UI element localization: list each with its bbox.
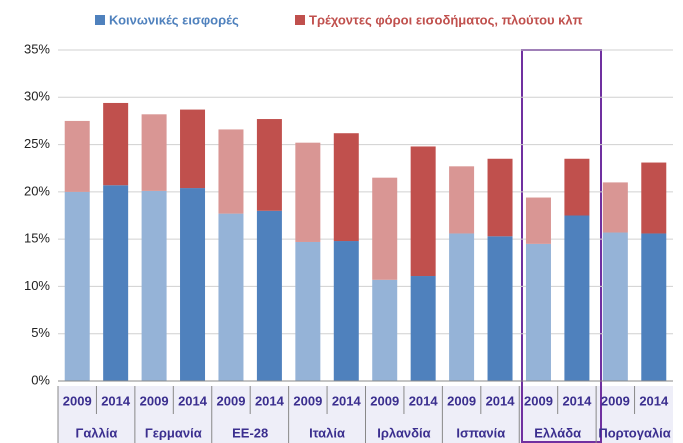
bar-segment — [256, 210, 282, 381]
group-label: Γαλλία — [76, 425, 118, 440]
bar-segment — [602, 232, 628, 381]
x-tick-label: 2014 — [486, 393, 516, 408]
group-label: Ισπανία — [456, 425, 505, 440]
bar-segment — [641, 162, 667, 234]
x-tick-label: 2009 — [447, 393, 476, 408]
bar-segment — [218, 129, 244, 214]
group-label: ΕΕ-28 — [232, 425, 268, 440]
legend-label: Τρέχοντες φόροι εισοδήματος, πλούτου κλπ — [309, 12, 583, 27]
bar-segment — [64, 120, 90, 192]
y-tick-label: 5% — [31, 325, 50, 340]
group-label: Πορτογαλία — [598, 425, 670, 440]
bar-segment — [564, 158, 590, 216]
bar-segment — [64, 191, 90, 381]
x-tick-label: 2009 — [601, 393, 630, 408]
bar-segment — [180, 109, 206, 189]
bar-segment — [564, 215, 590, 381]
bar-segment — [487, 158, 513, 237]
x-tick-label: 2014 — [562, 393, 592, 408]
bar-segment — [372, 177, 398, 280]
x-tick-label: 2014 — [178, 393, 208, 408]
x-tick-label: 2014 — [332, 393, 362, 408]
bar-segment — [295, 142, 321, 242]
legend-swatch — [95, 15, 105, 25]
bar-segment — [180, 188, 206, 381]
y-tick-label: 15% — [24, 231, 50, 246]
legend-swatch — [295, 15, 305, 25]
x-tick-label: 2009 — [293, 393, 322, 408]
x-tick-label: 2014 — [255, 393, 285, 408]
bar-segment — [410, 276, 436, 381]
bar-segment — [333, 133, 359, 242]
bar-segment — [333, 241, 359, 381]
bar-segment — [103, 185, 129, 381]
group-label: Ιταλία — [309, 425, 345, 440]
bar-segment — [487, 236, 513, 381]
bar-segment — [103, 102, 129, 186]
bar-segment — [602, 182, 628, 233]
group-label: Ιρλανδία — [377, 425, 430, 440]
x-tick-label: 2009 — [524, 393, 553, 408]
group-label: Ελλάδα — [534, 425, 581, 440]
bar-segment — [449, 166, 475, 234]
y-tick-label: 10% — [24, 278, 50, 293]
x-tick-label: 2009 — [140, 393, 169, 408]
x-tick-label: 2009 — [370, 393, 399, 408]
bar-segment — [525, 243, 551, 381]
y-tick-label: 35% — [24, 41, 50, 56]
y-tick-label: 25% — [24, 136, 50, 151]
bar-segment — [372, 279, 398, 381]
x-tick-label: 2014 — [101, 393, 131, 408]
y-tick-label: 0% — [31, 372, 50, 387]
x-tick-label: 2014 — [409, 393, 439, 408]
bar-segment — [256, 119, 282, 211]
x-tick-label: 2009 — [217, 393, 246, 408]
x-tick-label: 2014 — [639, 393, 669, 408]
group-label: Γερμανία — [145, 425, 202, 440]
bar-segment — [141, 114, 167, 191]
bar-segment — [295, 241, 321, 381]
bar-segment — [641, 233, 667, 381]
x-tick-label: 2009 — [63, 393, 92, 408]
bar-segment — [449, 233, 475, 381]
bar-segment — [141, 190, 167, 381]
bar-segment — [410, 146, 436, 277]
y-tick-label: 20% — [24, 183, 50, 198]
legend-label: Κοινωνικές εισφορές — [109, 12, 239, 27]
y-tick-label: 30% — [24, 89, 50, 104]
bar-segment — [525, 197, 551, 244]
bar-segment — [218, 213, 244, 381]
